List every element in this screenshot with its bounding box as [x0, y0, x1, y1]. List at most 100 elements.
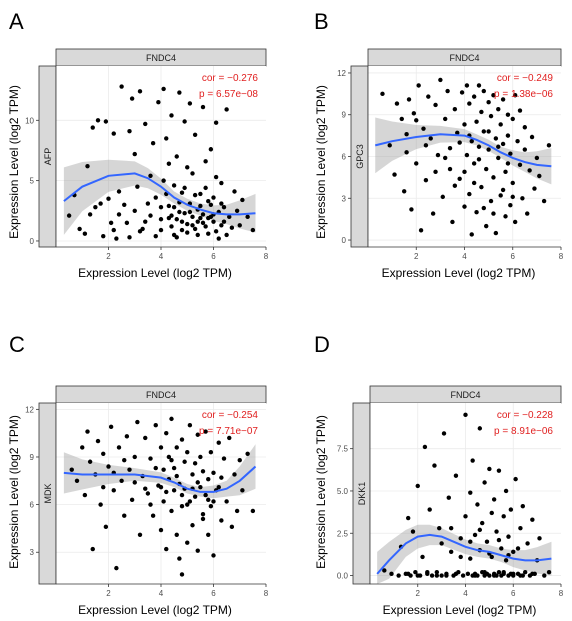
- data-point: [458, 536, 463, 541]
- data-point: [422, 444, 428, 450]
- data-point: [455, 130, 460, 136]
- data-point: [190, 171, 195, 176]
- data-point: [506, 534, 511, 539]
- data-point: [174, 445, 179, 450]
- x-tick-label: 6: [211, 589, 216, 598]
- data-point: [164, 546, 169, 552]
- data-point: [187, 423, 193, 428]
- data-point: [200, 104, 206, 110]
- data-point: [389, 571, 394, 577]
- data-point: [468, 556, 473, 561]
- data-point: [119, 478, 124, 483]
- data-point: [229, 524, 235, 530]
- confidence-band: [377, 524, 552, 584]
- panel-letter: D: [314, 332, 330, 357]
- data-point: [80, 445, 85, 450]
- data-point: [219, 475, 224, 480]
- data-point: [496, 569, 502, 575]
- x-axis-title: Expression Level (log2 TPM): [382, 266, 536, 280]
- data-point: [401, 189, 407, 194]
- loess-curve: [376, 533, 552, 575]
- data-point: [190, 472, 195, 477]
- data-point: [493, 136, 499, 141]
- p-annotation: p = 6.57e−08: [199, 89, 258, 100]
- data-point: [505, 133, 511, 138]
- data-point: [491, 93, 496, 98]
- data-point: [211, 499, 216, 504]
- data-point: [479, 109, 484, 115]
- data-point: [480, 520, 485, 526]
- data-point: [203, 159, 208, 164]
- data-point: [161, 178, 166, 183]
- data-point: [517, 162, 523, 168]
- data-point: [501, 514, 506, 519]
- data-point: [143, 219, 148, 224]
- data-point: [106, 464, 111, 469]
- data-point: [476, 144, 482, 149]
- data-point: [200, 516, 206, 522]
- data-point: [164, 136, 169, 141]
- data-point: [156, 100, 161, 105]
- data-point: [66, 213, 72, 218]
- data-point: [203, 492, 208, 498]
- data-point: [200, 212, 206, 217]
- data-point: [132, 480, 137, 485]
- data-point: [179, 190, 185, 195]
- data-point: [487, 466, 492, 472]
- data-point: [129, 96, 135, 101]
- data-point: [182, 185, 187, 191]
- data-point: [103, 119, 109, 124]
- data-point: [505, 112, 511, 117]
- data-point: [470, 458, 475, 463]
- data-point: [481, 88, 486, 94]
- data-point: [414, 118, 419, 123]
- data-point: [208, 504, 214, 509]
- data-point: [229, 225, 235, 230]
- data-point: [423, 177, 429, 183]
- data-point: [446, 495, 451, 500]
- data-point: [135, 419, 140, 425]
- data-point: [116, 189, 122, 194]
- data-point: [150, 513, 156, 518]
- data-point: [164, 430, 169, 436]
- data-point: [145, 201, 151, 206]
- data-point: [510, 194, 515, 200]
- p-annotation: p = 8.91e−06: [494, 426, 553, 437]
- data-point: [421, 126, 426, 131]
- data-point: [161, 467, 166, 472]
- data-point: [503, 214, 508, 219]
- data-point: [537, 536, 542, 541]
- data-point: [517, 108, 523, 113]
- data-point: [510, 180, 515, 186]
- data-point: [511, 549, 516, 555]
- data-point: [434, 573, 440, 578]
- data-point: [482, 569, 487, 575]
- data-point: [203, 429, 208, 434]
- data-point: [477, 527, 483, 533]
- data-point: [396, 573, 401, 578]
- data-point: [447, 145, 453, 151]
- data-point: [116, 445, 122, 450]
- data-point: [169, 416, 174, 422]
- y-axis-title: Expression Level (log2 TPM): [7, 85, 21, 239]
- data-point: [101, 233, 106, 239]
- data-point: [237, 223, 242, 228]
- data-point: [85, 429, 90, 434]
- data-point: [198, 191, 203, 197]
- data-point: [103, 524, 109, 530]
- y-tick-label: 7.5: [337, 445, 349, 454]
- y-tick-label: 2.5: [337, 529, 349, 538]
- data-point: [546, 569, 552, 575]
- data-point: [500, 187, 506, 193]
- p-annotation: p = 7.71e−07: [199, 426, 258, 437]
- data-point: [158, 227, 164, 233]
- y-tick-label: 12: [25, 405, 34, 414]
- data-point: [520, 573, 525, 578]
- data-point: [448, 525, 454, 531]
- data-point: [169, 508, 174, 514]
- panel-letter: B: [314, 9, 329, 34]
- data-point: [469, 138, 474, 144]
- data-point: [143, 121, 148, 127]
- data-point: [192, 192, 198, 198]
- data-point: [484, 539, 490, 544]
